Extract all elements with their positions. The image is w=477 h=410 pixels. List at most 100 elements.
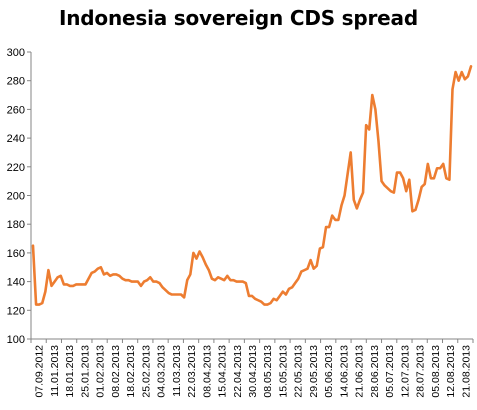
data-point bbox=[229, 279, 232, 281]
data-point bbox=[152, 280, 155, 283]
x-tick-label: 04.03.2013 bbox=[156, 345, 168, 398]
x-tick-label: 08.04.2013 bbox=[201, 345, 213, 398]
data-point bbox=[448, 178, 451, 181]
data-point bbox=[346, 173, 349, 175]
data-point bbox=[235, 280, 238, 283]
data-point bbox=[269, 302, 272, 304]
y-tick-label: 100 bbox=[7, 334, 25, 346]
data-point bbox=[127, 279, 130, 281]
data-point bbox=[396, 171, 398, 174]
data-point bbox=[427, 163, 429, 165]
data-point bbox=[297, 277, 300, 280]
data-point bbox=[343, 194, 346, 197]
data-point bbox=[198, 250, 201, 253]
x-tick-label: 18.01.2013 bbox=[64, 345, 76, 398]
data-point bbox=[112, 273, 114, 276]
data-point bbox=[408, 178, 411, 181]
x-tick-label: 25.02.2013 bbox=[140, 345, 152, 398]
data-point bbox=[349, 151, 352, 154]
data-point bbox=[201, 256, 204, 259]
data-point bbox=[44, 290, 47, 293]
data-point bbox=[78, 283, 81, 286]
data-point bbox=[464, 78, 466, 81]
data-point bbox=[417, 199, 420, 201]
data-point bbox=[72, 285, 74, 287]
data-point bbox=[275, 299, 278, 302]
data-point bbox=[174, 293, 176, 296]
data-point bbox=[93, 270, 96, 273]
data-point bbox=[467, 75, 469, 78]
data-point bbox=[315, 265, 318, 267]
data-point bbox=[303, 269, 306, 271]
data-point bbox=[390, 190, 392, 192]
data-point bbox=[155, 280, 158, 283]
y-tick-label: 140 bbox=[7, 277, 25, 289]
data-point bbox=[232, 279, 235, 281]
y-tick-label: 300 bbox=[7, 47, 25, 59]
data-point bbox=[238, 280, 241, 283]
data-point bbox=[124, 279, 127, 281]
data-point bbox=[439, 167, 441, 170]
data-point bbox=[319, 247, 321, 250]
y-tick-label: 280 bbox=[7, 76, 25, 88]
data-point bbox=[118, 275, 121, 277]
data-point bbox=[103, 273, 105, 276]
data-point bbox=[386, 187, 389, 190]
data-point bbox=[192, 252, 195, 254]
data-point bbox=[121, 277, 124, 280]
data-point bbox=[282, 290, 284, 293]
chart-title: Indonesia sovereign CDS spread bbox=[59, 6, 418, 30]
data-point bbox=[414, 209, 417, 211]
data-point bbox=[322, 246, 324, 248]
data-point bbox=[328, 226, 330, 228]
y-tick-label: 120 bbox=[7, 305, 25, 317]
data-point bbox=[90, 272, 93, 274]
data-point bbox=[130, 280, 133, 283]
data-point bbox=[38, 303, 40, 306]
data-point bbox=[87, 277, 90, 280]
data-point bbox=[470, 65, 472, 68]
data-point bbox=[183, 296, 185, 299]
data-point bbox=[75, 283, 77, 286]
x-tick-label: 25.01.2013 bbox=[79, 345, 91, 398]
x-tick-label: 15.04.2013 bbox=[217, 345, 229, 398]
data-point bbox=[288, 287, 290, 290]
data-point bbox=[53, 280, 56, 283]
data-point bbox=[140, 285, 142, 287]
data-point bbox=[32, 244, 34, 247]
data-point bbox=[245, 282, 247, 284]
data-point bbox=[285, 293, 287, 296]
data-point bbox=[325, 226, 327, 228]
data-point bbox=[368, 128, 371, 131]
data-point bbox=[161, 286, 164, 289]
data-point bbox=[100, 266, 102, 269]
data-point bbox=[371, 94, 374, 96]
data-point bbox=[312, 267, 315, 270]
data-point bbox=[445, 177, 448, 180]
series-line bbox=[31, 65, 473, 306]
x-tick-label: 07.09.2012 bbox=[34, 345, 46, 398]
x-tick-label: 28.06.2013 bbox=[369, 345, 381, 398]
data-point bbox=[352, 199, 355, 201]
data-point bbox=[96, 267, 99, 270]
series-group bbox=[31, 65, 473, 306]
data-point bbox=[84, 283, 87, 286]
data-point bbox=[109, 275, 111, 277]
y-tick-label: 180 bbox=[7, 219, 25, 231]
x-tick-label: 11.03.2013 bbox=[171, 345, 183, 397]
x-axis: 07.09.2012 11.01.2013 18.01.2013 25.01.2013… bbox=[30, 338, 474, 398]
x-tick-label: 30.04.2013 bbox=[247, 345, 259, 398]
data-point bbox=[393, 191, 395, 194]
x-tick-label: 21.08.2013 bbox=[460, 345, 472, 398]
x-tick-label: 22.04.2013 bbox=[232, 345, 244, 398]
data-point bbox=[411, 210, 414, 213]
data-point bbox=[115, 273, 118, 276]
data-point bbox=[47, 269, 50, 271]
data-point bbox=[300, 270, 303, 273]
data-point bbox=[433, 177, 435, 180]
x-tick-label: 01.02.2013 bbox=[95, 345, 107, 398]
data-point bbox=[365, 124, 367, 126]
data-point bbox=[220, 277, 222, 280]
x-tick-label: 12.08.2013 bbox=[445, 345, 457, 398]
data-point bbox=[204, 263, 207, 266]
